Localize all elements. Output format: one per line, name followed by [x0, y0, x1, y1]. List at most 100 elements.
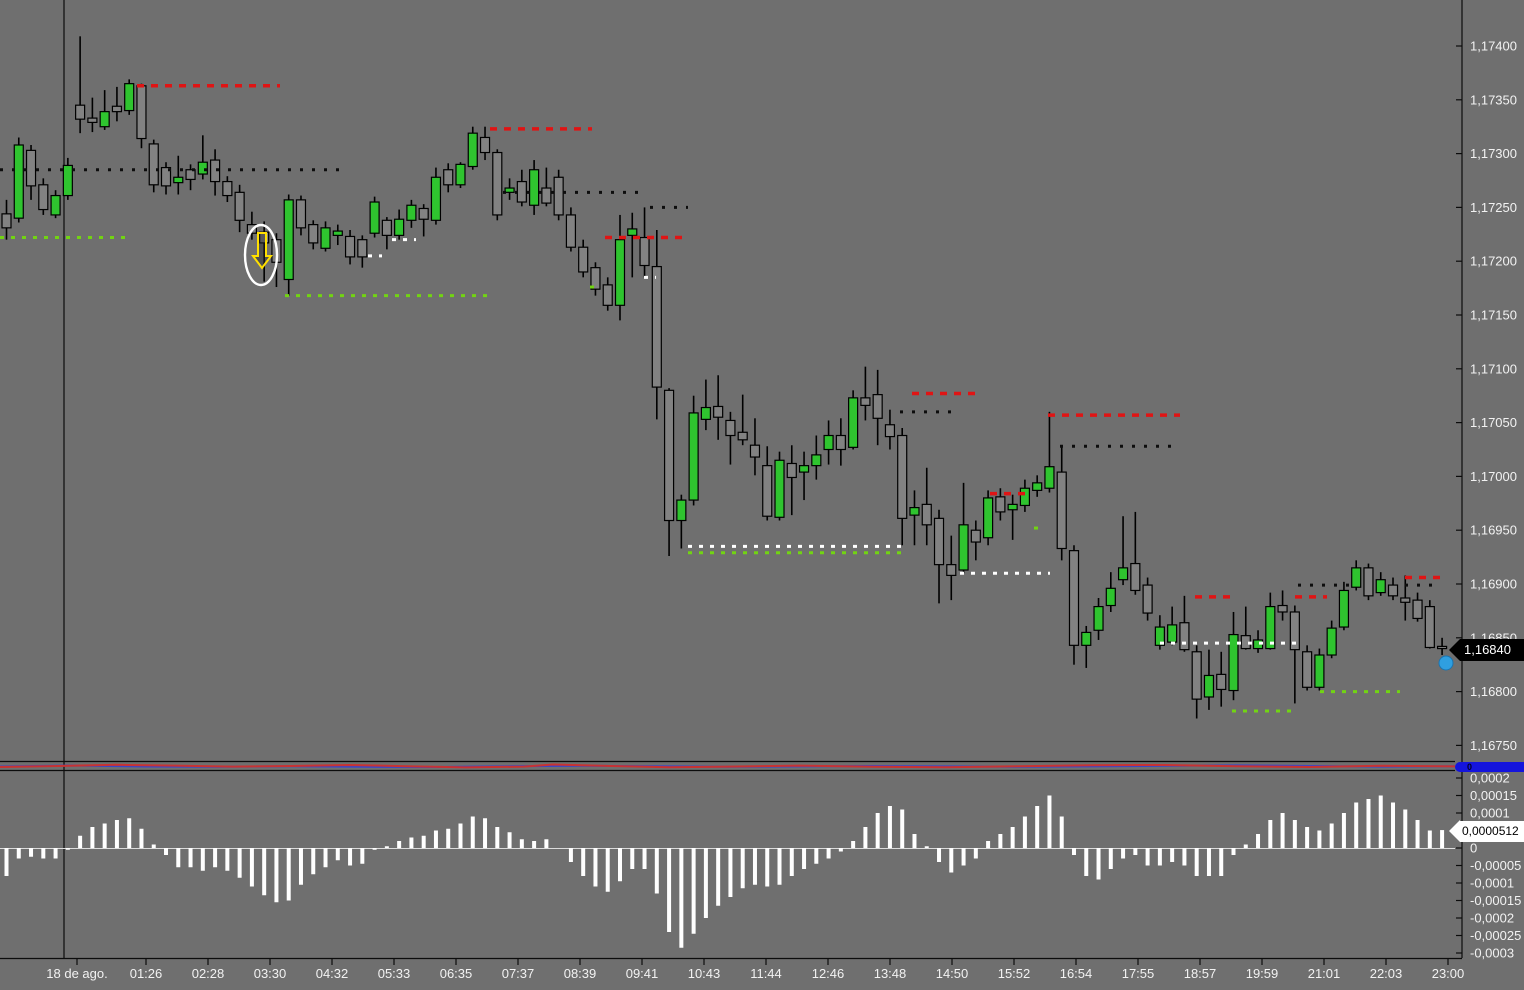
histogram-bar: [102, 823, 107, 848]
histogram-bar: [802, 848, 807, 869]
histogram-bar: [188, 848, 193, 868]
histogram-bar: [728, 848, 733, 897]
time-tick-label: 07:37: [502, 966, 535, 981]
price-tick-label: 1,17300: [1470, 146, 1517, 161]
candle-body: [357, 239, 368, 258]
histogram-bar: [286, 848, 291, 901]
histogram-bar: [1170, 848, 1175, 862]
indicator-tick-label: -0,00025: [1470, 928, 1521, 943]
histogram-bar: [1292, 820, 1297, 848]
candle-body: [639, 236, 650, 267]
histogram-bar: [568, 848, 573, 862]
indicator-tick-label: 0,0002: [1470, 771, 1510, 786]
time-tick-label: 22:03: [1370, 966, 1403, 981]
indicator-tick-label: -0,0003: [1470, 946, 1514, 961]
candle-body: [1130, 562, 1141, 592]
histogram-bar: [372, 848, 377, 850]
price-tick-label: 1,17100: [1470, 361, 1517, 376]
histogram-bar: [752, 848, 757, 885]
histogram-bar: [654, 848, 659, 894]
candle-body: [222, 180, 233, 197]
histogram-bar: [814, 848, 819, 864]
candle-body: [1203, 674, 1215, 698]
candle-body: [541, 187, 552, 204]
histogram-bar: [1145, 848, 1150, 866]
time-tick-label: 03:30: [254, 966, 287, 981]
histogram-bar: [1121, 848, 1126, 859]
histogram-bar: [789, 848, 794, 876]
candle-body: [430, 176, 442, 221]
candle-body: [25, 149, 37, 187]
candle-body: [529, 169, 540, 206]
histogram-bar: [1133, 848, 1138, 855]
indicator-tick-label: -0,0002: [1470, 911, 1514, 926]
indicator-tick-label: -0,0001: [1470, 876, 1514, 891]
histogram-bar: [1341, 813, 1346, 848]
histogram-bar: [323, 848, 328, 868]
candle-body: [823, 434, 834, 451]
candle-body: [811, 454, 822, 467]
histogram-bar: [544, 839, 549, 848]
candle-body: [406, 204, 417, 221]
candle-body: [627, 228, 638, 236]
histogram-bar: [1256, 834, 1261, 848]
candle-body: [700, 406, 711, 420]
histogram-bar: [1219, 848, 1224, 876]
histogram-bar: [1366, 799, 1371, 848]
time-tick-label: 12:46: [812, 966, 845, 981]
candle-body: [663, 389, 675, 522]
candle-body: [479, 136, 491, 154]
candle-body: [1179, 622, 1190, 651]
candle-body: [295, 199, 307, 229]
collapsed-panel-zero-badge: 0: [1455, 762, 1524, 772]
candle-body: [958, 524, 969, 571]
candle-body: [234, 191, 245, 221]
candle-body: [516, 180, 527, 203]
candle-body: [884, 424, 896, 438]
histogram-bar: [176, 848, 181, 868]
histogram-bar: [826, 848, 831, 859]
price-tick-label: 1,16800: [1470, 684, 1517, 699]
candle-body: [737, 431, 748, 441]
candle-body: [62, 164, 73, 197]
histogram-bar: [397, 841, 402, 848]
candle-body: [1068, 550, 1080, 646]
price-tick-label: 1,17400: [1470, 39, 1517, 54]
histogram-bar: [1317, 830, 1322, 848]
histogram-bar: [630, 848, 635, 869]
histogram-bar: [1403, 809, 1408, 848]
histogram-bar: [495, 827, 500, 848]
candle-body: [99, 111, 110, 128]
histogram-bar: [200, 848, 205, 871]
time-tick-label: 01:26: [130, 966, 163, 981]
histogram-bar: [740, 848, 745, 889]
candle-body: [970, 529, 981, 543]
histogram-bar: [433, 830, 438, 848]
time-tick-label: 09:41: [626, 966, 659, 981]
histogram-bar: [249, 848, 254, 887]
histogram-bar: [335, 848, 340, 861]
candle-body: [749, 444, 761, 458]
time-tick-label: 06:35: [440, 966, 473, 981]
histogram-bar: [225, 848, 230, 871]
time-tick-label: 23:00: [1432, 966, 1465, 981]
time-tick-label: 17:55: [1122, 966, 1155, 981]
histogram-bar: [1231, 848, 1236, 855]
histogram-bar: [1243, 844, 1248, 848]
histogram-bar: [1206, 848, 1211, 876]
candle-body: [651, 265, 662, 388]
histogram-bar: [16, 848, 21, 859]
candle-body: [1363, 567, 1374, 597]
candle-body: [553, 176, 564, 216]
indicator-current-value: 0,0000512: [1460, 820, 1524, 842]
candle-body: [1007, 503, 1018, 511]
histogram-bar: [581, 848, 586, 876]
candle-body: [725, 419, 736, 437]
histogram-bar: [262, 848, 267, 896]
candle-body: [209, 159, 221, 183]
candle-body: [1117, 567, 1129, 581]
price-marker-arrow-icon: [1449, 639, 1460, 661]
histogram-bar: [29, 848, 34, 857]
histogram-bar: [409, 837, 414, 848]
